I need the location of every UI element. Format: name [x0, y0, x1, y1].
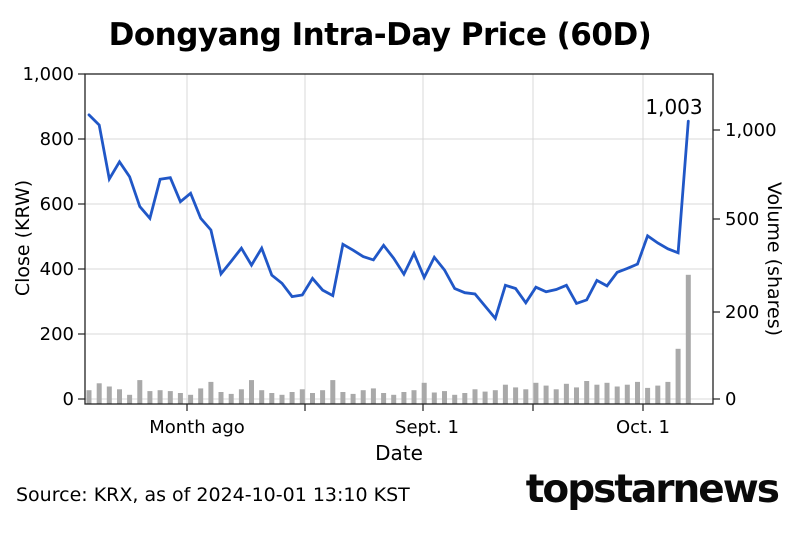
x-tick-label: Oct. 1 [616, 417, 670, 438]
volume-bar [492, 390, 498, 404]
y-left-tick-label: 200 [40, 324, 74, 345]
last-price-annotation: 1,003 [645, 95, 703, 119]
volume-bar [513, 387, 519, 404]
volume-bar [563, 383, 569, 404]
volume-bar [320, 390, 326, 404]
volume-bar [411, 390, 417, 404]
volume-bar [299, 389, 305, 404]
volume-bar [442, 391, 447, 404]
volume-bar [462, 393, 468, 404]
source-caption: Source: KRX, as of 2024-10-01 13:10 KST [16, 484, 410, 506]
volume-bar [370, 388, 376, 404]
volume-bar [330, 380, 336, 404]
volume-bar [401, 392, 407, 404]
tick-labels: 1,000 800 600 400 200 0 1,000 500 200 0 Month ago S… [22, 64, 776, 438]
volume-bar [188, 394, 194, 404]
volume-bar [228, 393, 234, 404]
volume-bar [238, 389, 244, 404]
y-axis-label-close: Close (KRW) [12, 179, 34, 297]
volume-bar [391, 394, 397, 404]
volume-bar [675, 348, 681, 404]
volume-bar [269, 393, 275, 404]
y-right-tick-label: 1,000 [725, 120, 777, 141]
volume-bar [350, 393, 356, 404]
volume-bar [86, 390, 92, 404]
volume-bar [289, 392, 295, 404]
volume-bar [259, 390, 265, 404]
volume-bar [157, 390, 163, 404]
volume-bar [452, 394, 458, 404]
volume-bar [198, 388, 204, 404]
volume-bar [584, 381, 590, 404]
volume-bar [137, 380, 143, 404]
volume-bar [523, 389, 529, 404]
volume-bar [147, 391, 153, 404]
volume-bar [431, 392, 437, 404]
volume-bar [360, 390, 366, 404]
volume-bar [167, 391, 173, 404]
chart-title: Dongyang Intra-Day Price (60D) [108, 17, 652, 53]
volume-bar [208, 381, 214, 404]
y-left-tick-label: 1,000 [22, 64, 74, 85]
volume-bar [218, 392, 224, 404]
volume-bar [624, 384, 630, 404]
topstarnews-logo: topstarnews [525, 467, 780, 512]
y-axis-label-volume: Volume (shares) [763, 181, 785, 337]
volume-bar [340, 392, 346, 404]
volume-bar [421, 382, 427, 404]
y-right-tick-label: 200 [725, 302, 759, 323]
plot-border [84, 73, 714, 405]
volume-bar [574, 387, 579, 404]
volume-bar [472, 389, 478, 404]
volume-bar [533, 382, 539, 404]
y-left-tick-label: 0 [63, 389, 74, 410]
volume-bar [106, 386, 112, 404]
x-tick-label: Sept. 1 [395, 417, 459, 438]
volume-bar [177, 393, 183, 404]
volume-bar [381, 393, 387, 404]
volume-bar [127, 394, 133, 404]
volume-bar [502, 384, 508, 404]
y-right-tick-label: 500 [725, 209, 759, 230]
volume-bar [604, 382, 610, 404]
volume-bar [482, 391, 488, 404]
volume-bar [645, 387, 651, 404]
volume-bar [543, 385, 549, 404]
volume-bar [594, 384, 600, 404]
volume-bar [665, 381, 671, 404]
y-right-tick-label: 0 [725, 389, 736, 410]
volume-bar [635, 381, 640, 404]
volume-bar [685, 274, 691, 404]
y-left-tick-label: 400 [40, 259, 74, 280]
price-volume-plot: 1,000 800 600 400 200 0 1,000 500 200 0 Month ago S… [22, 64, 776, 438]
volume-bar [553, 389, 559, 404]
x-tick-label: Month ago [149, 417, 245, 438]
volume-bar [249, 380, 254, 404]
volume-bars [86, 274, 691, 404]
volume-bar [96, 383, 102, 404]
volume-bar [614, 386, 620, 404]
close-price-line [87, 113, 690, 322]
tick-marks [78, 73, 720, 411]
x-axis-label-date: Date [375, 441, 423, 465]
y-left-tick-label: 800 [40, 129, 74, 150]
gridlines [85, 74, 713, 404]
volume-bar [310, 393, 315, 404]
volume-bar [279, 394, 285, 404]
volume-bar [117, 389, 122, 404]
volume-bar [655, 385, 661, 404]
y-left-tick-label: 600 [40, 194, 74, 215]
